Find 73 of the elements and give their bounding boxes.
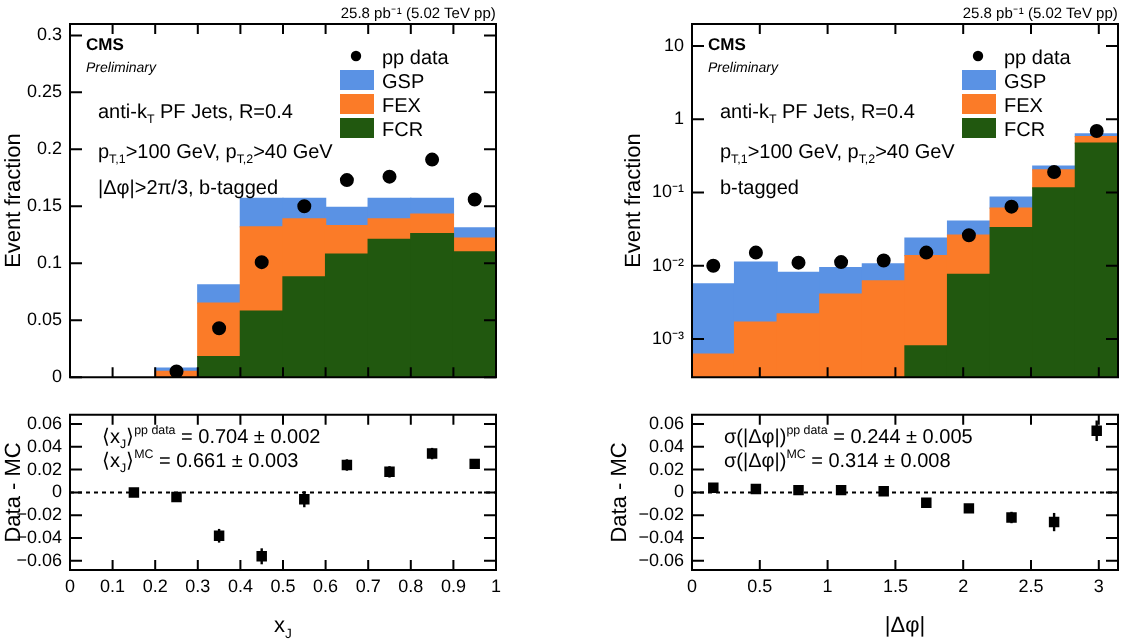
legend-label: GSP	[1004, 72, 1047, 94]
point	[748, 245, 763, 260]
y-tick-label: 0.02	[648, 458, 684, 479]
x-tick-label: 2.5	[1018, 575, 1044, 596]
x-tick-label: 0.5	[747, 575, 773, 596]
y-axis-title: Event fraction	[621, 133, 646, 268]
point	[169, 364, 184, 378]
y-axis-title: Event fraction	[2, 133, 26, 268]
x-tick-label: 0	[686, 575, 698, 596]
x-tick-label: 2	[958, 575, 969, 596]
point	[467, 192, 482, 207]
y-tick-label: 0.02	[26, 458, 62, 479]
y-tick-label: 0	[51, 366, 62, 387]
legend-label: pp data	[382, 48, 450, 70]
x-tick-label: 0.4	[227, 575, 253, 596]
y-tick-label: 10⁻¹	[651, 181, 684, 202]
x-tick-label: 0.6	[313, 575, 339, 596]
point	[425, 152, 440, 167]
x-tick-label: 1.5	[882, 575, 908, 596]
x-tick-label: 0.8	[398, 575, 424, 596]
y-tick-label: 0.15	[26, 195, 62, 216]
y-tick-label: −0.06	[16, 549, 62, 570]
y-tick-label: −0.06	[638, 549, 684, 570]
y-tick-label: 10⁻³	[651, 327, 684, 348]
point	[1004, 199, 1019, 214]
legend-label: FEX	[1004, 96, 1044, 118]
y-tick-label: 0	[673, 481, 684, 502]
point	[1089, 124, 1104, 139]
y-tick-label: 1	[673, 108, 684, 129]
x-tick-label: 0.9	[440, 575, 466, 596]
legend-label: FCR	[1004, 120, 1046, 142]
point	[834, 255, 849, 270]
y-tick-label: 0.2	[36, 138, 62, 159]
x-tick-label: 3	[1093, 575, 1104, 596]
x-tick-label: 1	[822, 575, 833, 596]
annotation: CMS	[708, 34, 747, 54]
y-tick-label: 0.25	[26, 81, 62, 102]
bar	[197, 284, 242, 304]
point	[876, 253, 891, 268]
y-tick-label: 0.3	[36, 24, 62, 45]
y-tick-label: 0.1	[36, 252, 62, 273]
y-tick-label: 0.04	[648, 435, 684, 456]
y-tick-label: 0.06	[648, 412, 684, 433]
x-tick-label: 0.3	[185, 575, 211, 596]
legend-label: GSP	[382, 72, 425, 94]
point	[339, 173, 354, 188]
legend-label: pp data	[1004, 48, 1072, 70]
x-tick-label: 0.5	[270, 575, 296, 596]
x-axis-title: |Δφ|	[884, 614, 926, 638]
y-tick-label: −0.02	[638, 504, 684, 525]
point	[791, 255, 806, 270]
y-tick-label: 0.05	[26, 309, 62, 330]
y-axis-title: Data - MC	[608, 442, 633, 543]
point	[254, 255, 269, 270]
y-tick-label: 10⁻²	[651, 254, 684, 275]
y-tick-label: −0.04	[638, 527, 684, 548]
y-tick-label: −0.04	[16, 527, 62, 548]
x-tick-label: 0.2	[142, 575, 168, 596]
x-tick-label: 0	[64, 575, 76, 596]
annotation: |Δφ|>2π/3, b-tagged	[98, 178, 279, 200]
legend-label: FCR	[382, 120, 424, 142]
y-tick-label: 0.06	[26, 412, 62, 433]
annotation: CMS	[86, 34, 125, 54]
x-tick-label: 0.1	[100, 575, 126, 596]
y-tick-label: 0.04	[26, 435, 62, 456]
x-tick-label: 1	[490, 575, 502, 596]
y-tick-label: 0	[51, 481, 62, 502]
annotation: b-tagged	[720, 178, 799, 200]
point	[706, 258, 721, 273]
y-tick-label: 10	[663, 35, 684, 56]
bar	[452, 227, 496, 239]
x-tick-label: 0.7	[355, 575, 381, 596]
legend-label: FEX	[382, 96, 422, 118]
